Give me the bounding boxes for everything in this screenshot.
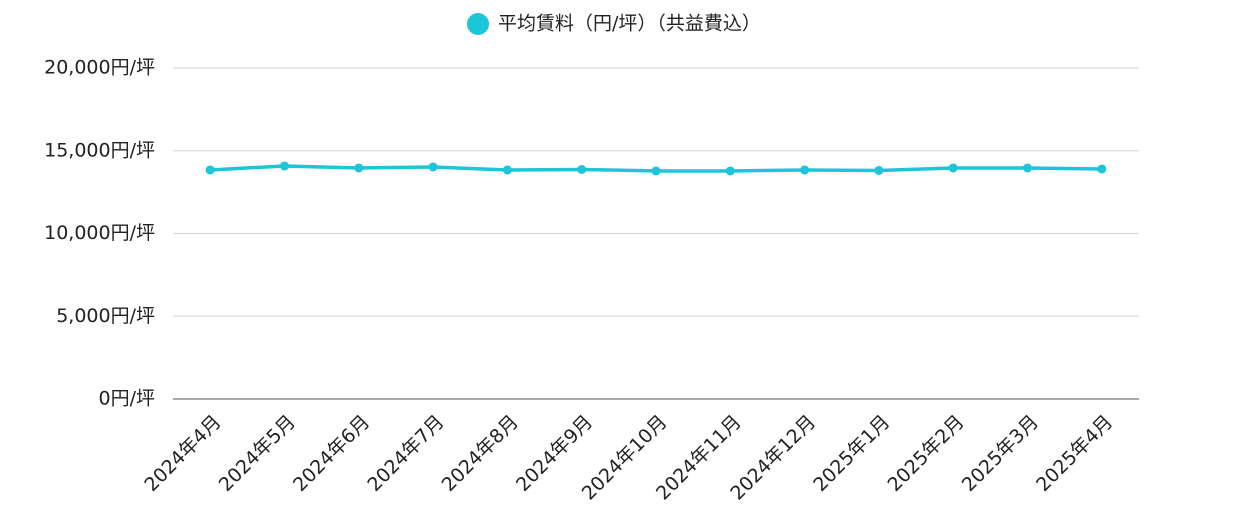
x-tick-label: 2024年7月 <box>363 411 448 496</box>
y-tick-label: 20,000円/坪 <box>44 57 155 79</box>
data-point <box>577 164 587 174</box>
data-point <box>874 165 884 175</box>
data-point <box>205 165 215 175</box>
data-point <box>279 161 289 171</box>
data-point <box>651 166 661 176</box>
data-point <box>428 162 438 172</box>
data-point <box>1097 164 1107 174</box>
y-tick-label: 0円/坪 <box>99 388 156 410</box>
x-tick-label: 2024年8月 <box>438 411 523 496</box>
y-tick-label: 5,000円/坪 <box>56 305 155 327</box>
x-tick-label: 2025年3月 <box>958 411 1043 496</box>
legend-label: 平均賃料（円/坪）（共益費込） <box>498 13 761 35</box>
legend-marker <box>467 13 489 35</box>
data-point <box>800 165 810 175</box>
x-tick-label: 2025年2月 <box>883 411 968 496</box>
x-tick-label: 2024年6月 <box>289 411 374 496</box>
x-tick-label: 2024年4月 <box>140 411 225 496</box>
data-point <box>1023 163 1033 173</box>
x-tick-label: 2025年1月 <box>809 411 894 496</box>
data-point <box>948 163 958 173</box>
data-point <box>725 166 735 176</box>
x-tick-label: 2024年5月 <box>215 411 300 496</box>
y-tick-label: 15,000円/坪 <box>44 139 155 161</box>
data-point <box>502 165 512 175</box>
y-tick-label: 10,000円/坪 <box>44 222 155 244</box>
x-tick-label: 2025年4月 <box>1032 411 1117 496</box>
data-point <box>354 163 364 173</box>
